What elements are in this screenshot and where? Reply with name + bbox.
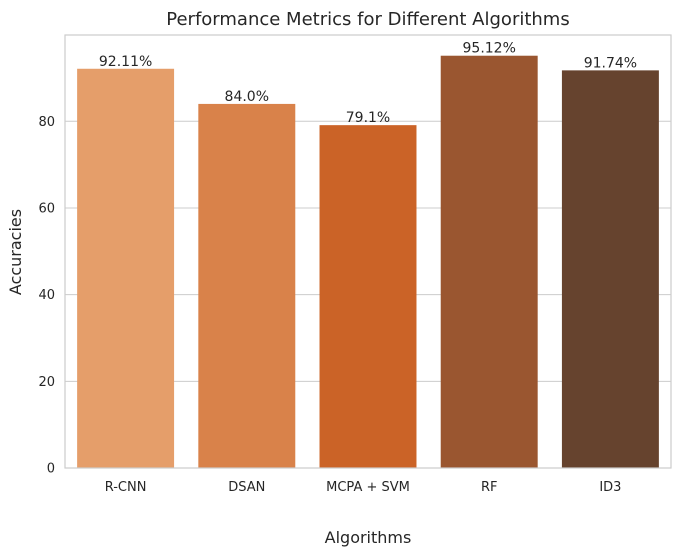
- bar-value-label: 91.74%: [584, 55, 637, 71]
- bars: [77, 55, 659, 469]
- bar-value-label: 84.0%: [225, 89, 269, 105]
- data-labels: 92.11% 84.0% 79.1% 95.12% 91.74%: [99, 41, 637, 126]
- x-tick-label: ID3: [599, 480, 621, 495]
- bar-value-label: 79.1%: [346, 110, 390, 126]
- bar-value-label: 92.11%: [99, 54, 152, 70]
- y-tick-label: 0: [47, 462, 55, 477]
- x-axis-label: Algorithms: [325, 528, 412, 547]
- bar-rf: [440, 55, 538, 469]
- y-axis-label: Accuracies: [6, 209, 25, 295]
- bar-r-cnn: [77, 68, 175, 468]
- y-tick-label: 20: [38, 375, 55, 390]
- chart-title: Performance Metrics for Different Algori…: [166, 9, 569, 30]
- bar-dsan: [198, 103, 296, 468]
- y-tick-label: 80: [38, 115, 55, 130]
- bar-value-label: 95.12%: [463, 41, 516, 57]
- plot-frame: [64, 34, 672, 469]
- y-tick-label: 40: [38, 288, 55, 303]
- y-tick-label: 60: [38, 201, 55, 216]
- tick-labels: 0 20 40 60 80 R-CNN DSAN MCPA + SVM RF ID3: [38, 115, 621, 495]
- x-tick-label: DSAN: [228, 480, 265, 495]
- x-tick-label: RF: [481, 480, 498, 495]
- x-tick-label: R-CNN: [105, 480, 147, 495]
- bar-id3: [561, 70, 659, 469]
- x-tick-label: MCPA + SVM: [326, 480, 410, 495]
- bar-mcpa-svm: [319, 125, 417, 469]
